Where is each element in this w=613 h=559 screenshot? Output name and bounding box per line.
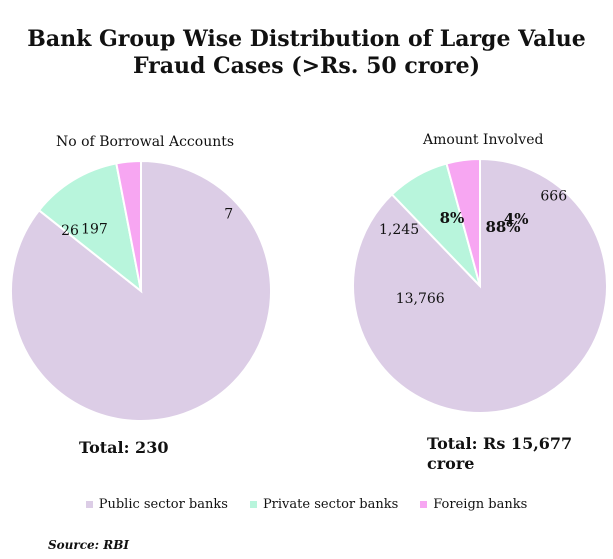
legend-label-public: Public sector banks: [98, 497, 228, 512]
legend-label-private: Private sector banks: [262, 497, 399, 512]
chart-title: Bank Group Wise Distribution of Large Va…: [0, 26, 613, 80]
legend: Public sector banks Private sector banks…: [0, 497, 613, 512]
pie-2-percent-label-private: 8%: [440, 209, 465, 227]
legend-swatch-foreign: [420, 501, 428, 508]
legend-item-foreign: Foreign banks: [420, 497, 527, 512]
title-line-2: Fraud Cases (>Rs. 50 crore): [132, 53, 481, 79]
pie-1-slice-private: [37, 162, 143, 294]
legend-item-public: Public sector banks: [85, 497, 228, 512]
legend-swatch-private: [249, 501, 257, 508]
pie-2-value-label-foreign: 666: [540, 188, 567, 204]
pie-1-total: Total: 230: [79, 438, 169, 457]
pie-2-percent-label-public: 88%: [485, 218, 520, 236]
legend-label-foreign: Foreign banks: [433, 497, 528, 512]
title-line-1: Bank Group Wise Distribution of Large Va…: [27, 26, 586, 52]
pie-2-value-label-private: 1,245: [379, 222, 419, 238]
legend-swatch-public: [85, 501, 93, 508]
pie-2-value-label-public: 13,766: [396, 291, 445, 307]
pie-2-title: Amount Involved: [423, 132, 544, 148]
pie-1-value-label-private: 26: [61, 223, 79, 239]
source-note: Source: RBI: [48, 538, 129, 552]
pie-1-slice-foreign: [115, 159, 142, 292]
pie-1-value-label-foreign: 7: [224, 207, 233, 223]
pie-2-percent-label-foreign: 4%: [504, 210, 529, 228]
pie-2-slice-foreign: [445, 157, 481, 287]
pie-1-title: No of Borrowal Accounts: [56, 134, 235, 150]
pie-1-value-label-public: 197: [81, 221, 108, 237]
legend-item-private: Private sector banks: [249, 497, 399, 512]
pie-2-total: Total: Rs 15,677 crore: [427, 434, 573, 473]
